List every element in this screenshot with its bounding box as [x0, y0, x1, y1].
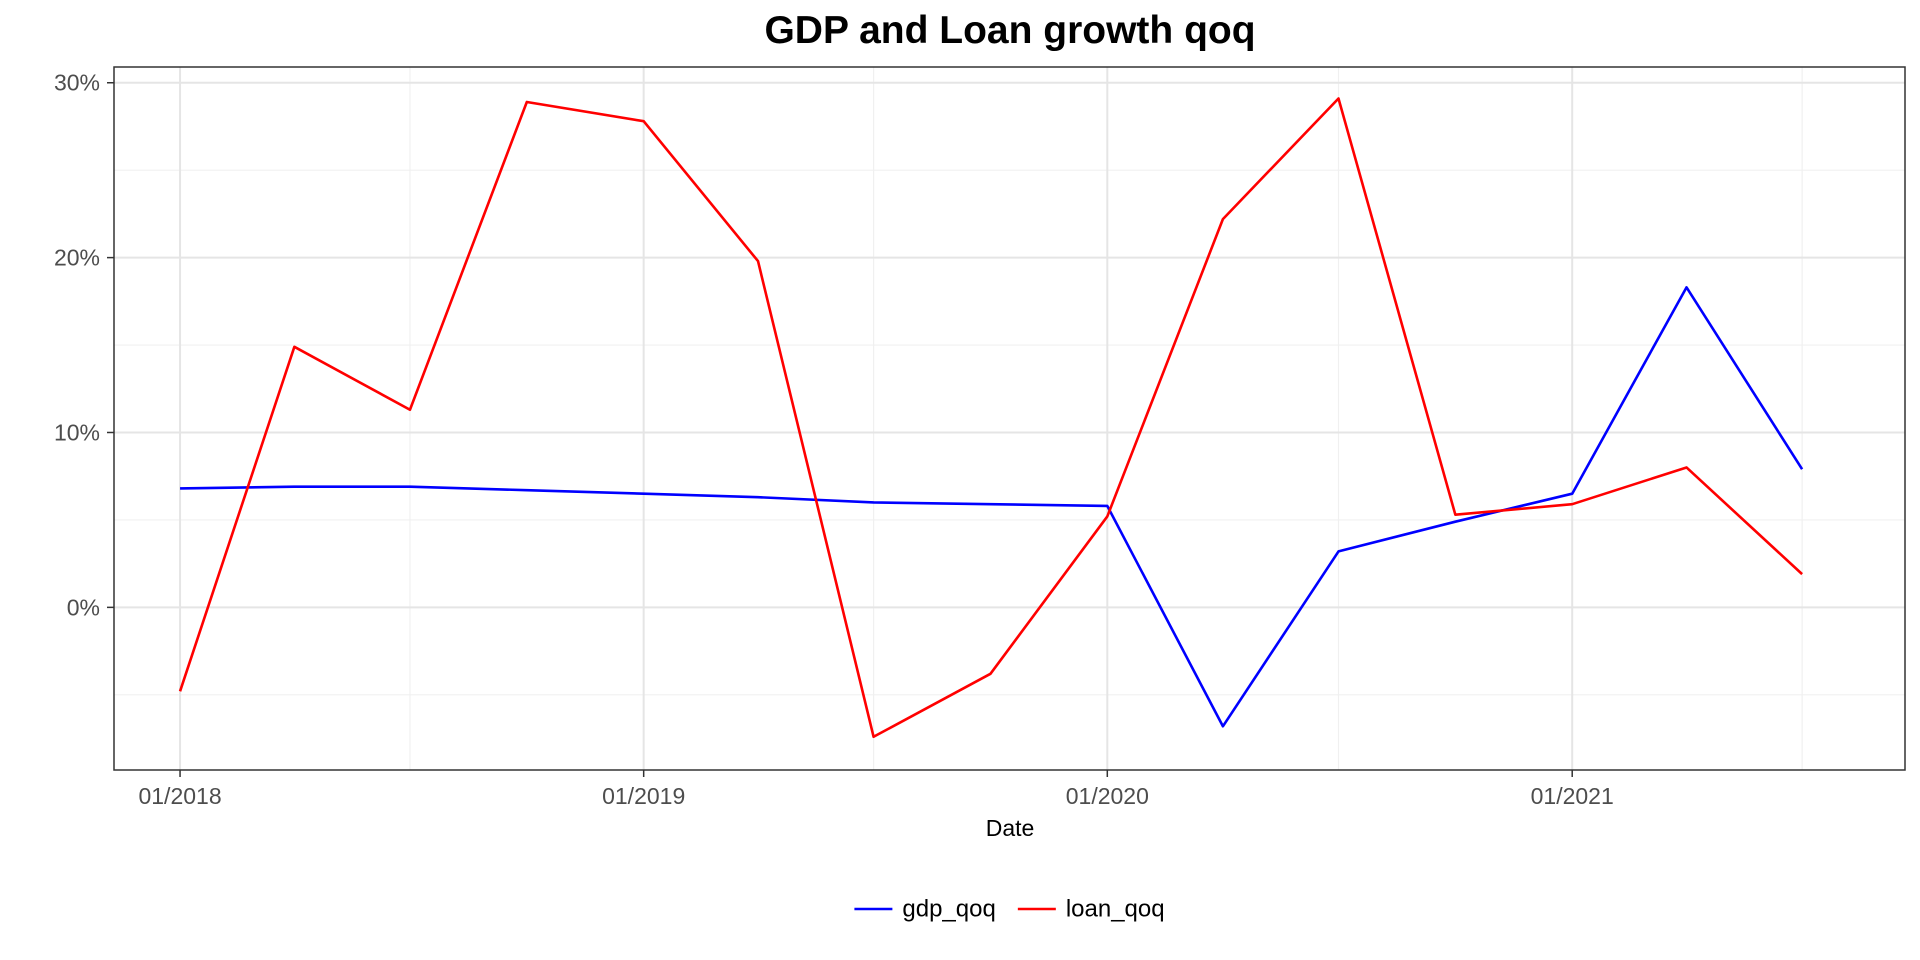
- legend-label-loan_qoq: loan_qoq: [1066, 896, 1165, 923]
- legend-item-gdp_qoq: gdp_qoq: [854, 896, 996, 923]
- y-tick-label: 0%: [67, 594, 100, 620]
- y-axis: 0% 10% 20% 30%: [54, 70, 114, 620]
- series-line-gdp_qoq: [180, 286, 1804, 728]
- x-tick-label: 01/2021: [1531, 783, 1614, 809]
- x-tick-label: 01/2020: [1066, 783, 1149, 809]
- x-tick-label: 01/2019: [602, 783, 685, 809]
- y-tick-label: 10%: [54, 419, 100, 445]
- legend: gdp_qoq loan_qoq: [854, 896, 1165, 923]
- x-axis-title: Date: [986, 815, 1035, 841]
- series-line-loan_qoq: [178, 97, 1803, 739]
- x-tick-label: 01/2018: [138, 783, 221, 809]
- grid: [114, 67, 1905, 770]
- y-tick-label: 30%: [54, 70, 100, 96]
- chart-title: GDP and Loan growth qoq: [764, 9, 1255, 52]
- series-lines: [178, 97, 1804, 739]
- x-axis: 01/2018 01/2019 01/2020 01/2021: [138, 770, 1614, 809]
- legend-item-loan_qoq: loan_qoq: [1017, 896, 1165, 923]
- plot-panel-border: [113, 66, 1906, 771]
- legend-label-gdp_qoq: gdp_qoq: [902, 896, 995, 923]
- y-tick-label: 20%: [54, 245, 100, 271]
